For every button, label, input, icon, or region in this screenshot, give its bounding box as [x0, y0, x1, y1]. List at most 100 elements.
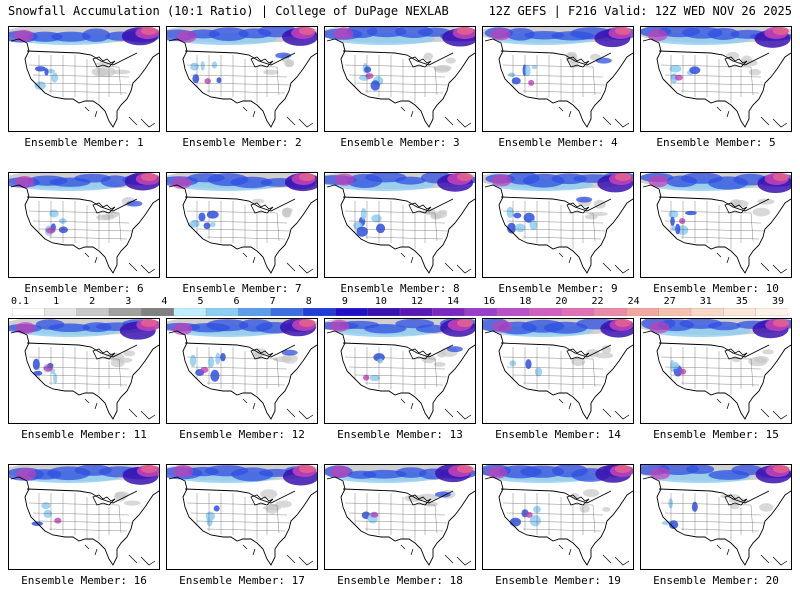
snowfall-map [325, 27, 475, 128]
snow-area [15, 322, 36, 335]
coastline [10, 330, 159, 420]
state-boundary [38, 520, 134, 524]
state-boundary [364, 382, 444, 386]
snowfall-map [167, 465, 317, 566]
ensemble-member-caption: Ensemble Member: 13 [337, 428, 463, 441]
country-border [342, 488, 454, 504]
caribbean-islands [242, 544, 314, 566]
snow-area [34, 66, 46, 72]
legend-swatch [432, 308, 466, 316]
snow-area [531, 65, 537, 70]
snow-area [14, 176, 35, 189]
state-boundary [680, 382, 760, 386]
coastline [326, 38, 475, 128]
ensemble-map-panel [8, 318, 160, 424]
great-lakes [250, 494, 274, 506]
state-boundary [506, 512, 604, 516]
state-boundary [670, 82, 766, 86]
coastline [326, 476, 475, 566]
snow-area [275, 52, 292, 59]
snow-area [377, 358, 384, 364]
legend-label: 31 [699, 296, 712, 307]
snow-area [176, 30, 197, 43]
snow-area [457, 27, 473, 35]
legend-label: 20 [555, 296, 568, 307]
great-lakes [566, 56, 590, 68]
caribbean-islands [558, 106, 630, 128]
snow-area [33, 370, 43, 376]
snowfall-map [325, 173, 475, 274]
snow-area [364, 66, 372, 73]
legend-label: 27 [663, 296, 676, 307]
great-lakes [724, 494, 748, 506]
snow-area [529, 515, 541, 527]
snow-area [649, 321, 670, 334]
ensemble-map-panel [8, 464, 160, 570]
snow-area [198, 212, 206, 222]
great-lakes [566, 348, 590, 360]
snow-area [260, 489, 278, 499]
snow-area [216, 77, 222, 84]
snow-area [430, 213, 442, 220]
caribbean-islands [400, 398, 472, 420]
snow-area [251, 198, 265, 204]
state-boundary [522, 90, 602, 94]
snow-area [263, 69, 279, 75]
snow-area [433, 361, 446, 367]
state-boundary [348, 74, 446, 78]
caribbean-islands [400, 252, 472, 274]
country-border [342, 196, 454, 212]
great-lakes [408, 202, 432, 214]
legend-colorbar [12, 308, 788, 316]
state-boundary [354, 520, 450, 524]
snowfall-map [641, 173, 791, 274]
snow-area [41, 502, 51, 510]
great-lakes [250, 348, 274, 360]
snow-area [141, 465, 157, 473]
snow-area [43, 509, 52, 518]
snow-area [422, 501, 439, 507]
state-boundary [502, 210, 594, 214]
coastline [10, 184, 159, 274]
ensemble-member-caption: Ensemble Member: 1 [24, 136, 144, 149]
snow-area [96, 66, 116, 77]
snow-area [116, 357, 133, 363]
ensemble-member-caption: Ensemble Member: 8 [340, 282, 460, 295]
state-boundary [206, 528, 286, 532]
ensemble-map-panel [640, 318, 792, 424]
snow-area [669, 64, 682, 73]
coastline [168, 184, 317, 274]
caribbean-islands [716, 398, 788, 420]
ensemble-map-panel [640, 26, 792, 132]
snow-area [446, 346, 463, 353]
country-border [658, 342, 770, 358]
snow-area [566, 51, 577, 60]
legend-swatch [270, 308, 304, 316]
state-boundary [186, 356, 278, 360]
snow-area [753, 356, 769, 364]
snow-area [571, 357, 586, 367]
state-boundary [186, 210, 278, 214]
state-boundary [434, 212, 438, 242]
state-boundary [48, 528, 128, 532]
ensemble-member-caption: Ensemble Member: 9 [498, 282, 618, 295]
legend-swatch [529, 308, 563, 316]
snow-area [433, 64, 452, 72]
ensemble-map-panel [166, 318, 318, 424]
caribbean-islands [716, 252, 788, 274]
run-info: 12Z GEFS | F216 Valid: 12Z WED NOV 26 20… [488, 4, 792, 18]
snow-area [141, 27, 157, 35]
snow-area [284, 60, 294, 68]
caribbean-islands [242, 106, 314, 128]
state-boundary [118, 358, 122, 388]
snow-area [773, 173, 789, 181]
snow-area [141, 319, 157, 327]
legend-swatch [302, 308, 336, 316]
snow-area [190, 62, 199, 71]
snow-area [529, 220, 538, 231]
snow-area [490, 28, 511, 41]
coastline [642, 38, 791, 128]
snow-area [576, 196, 593, 203]
ensemble-map-panel [166, 464, 318, 570]
snow-area [515, 223, 526, 233]
